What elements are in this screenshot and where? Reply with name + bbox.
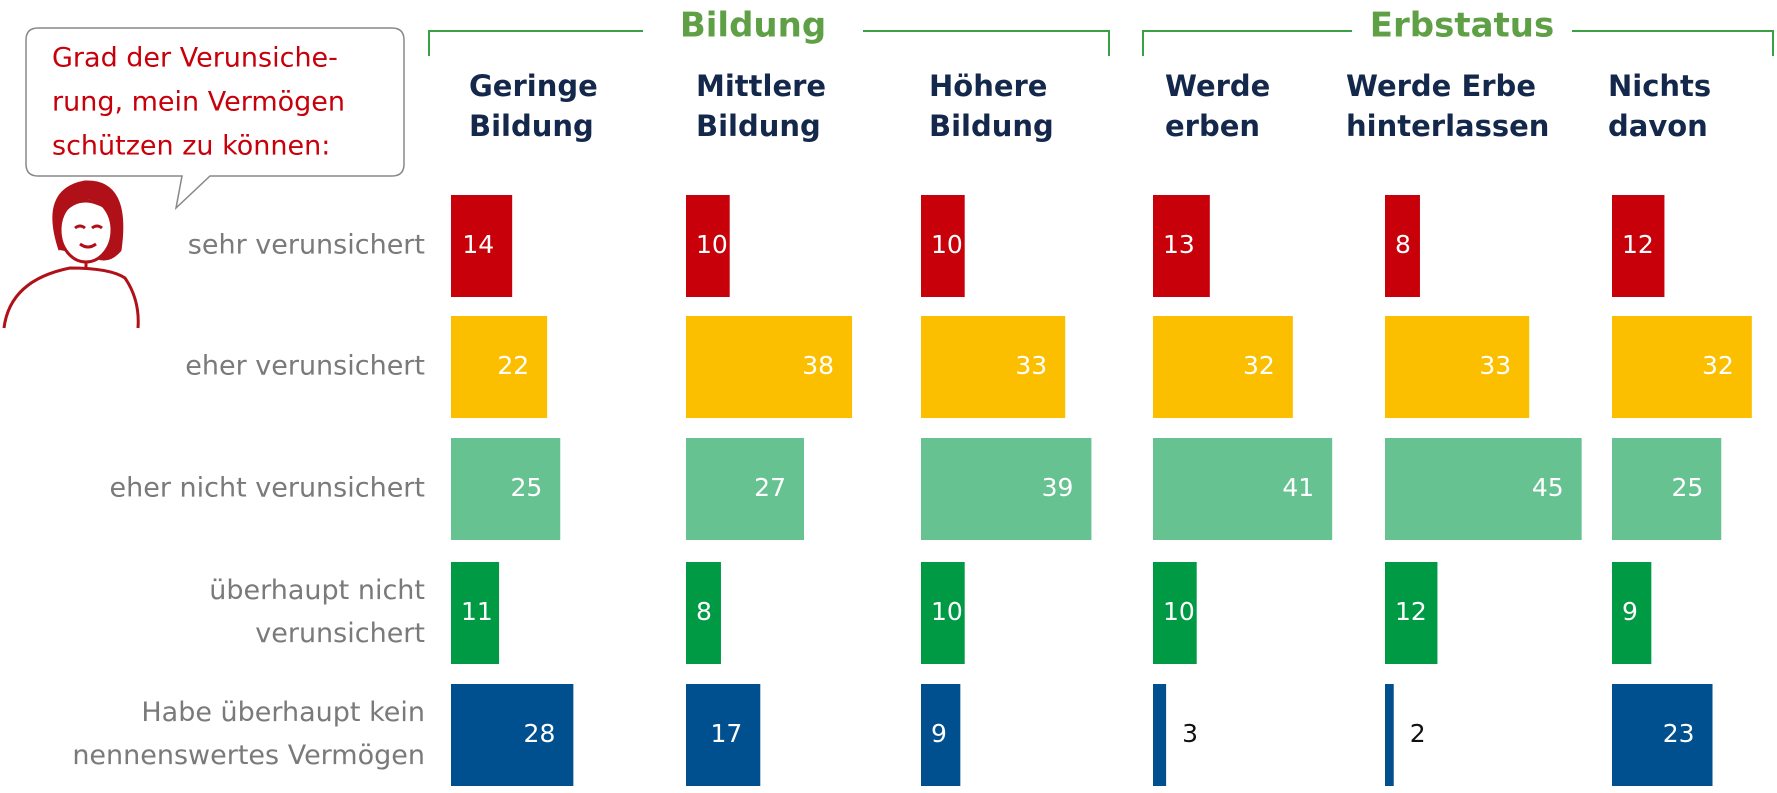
value-label: 3	[1182, 719, 1198, 748]
value-label: 10	[696, 230, 728, 259]
panel-title: Bildung	[469, 109, 594, 143]
panel-title: Geringe	[469, 69, 598, 103]
category-label: eher nicht verunsichert	[110, 473, 426, 504]
panel-title: Mittlere	[696, 69, 826, 103]
bar	[1385, 684, 1394, 786]
category-label: nennenswertes Vermögen	[72, 740, 425, 771]
callout-text: Grad der Verunsiche-	[52, 43, 338, 74]
chart: Grad der Verunsiche-rung, mein Vermögen s…	[0, 0, 1777, 793]
value-label: 32	[1243, 351, 1275, 380]
value-label: 8	[1395, 230, 1411, 259]
bar	[686, 438, 804, 540]
value-label: 28	[524, 719, 556, 748]
value-label: 12	[1395, 597, 1427, 626]
bar	[1612, 438, 1721, 540]
panel-title: Nichts	[1608, 69, 1711, 103]
value-label: 33	[1479, 351, 1511, 380]
value-label: 45	[1532, 473, 1564, 502]
value-label: 39	[1042, 473, 1074, 502]
value-label: 11	[461, 597, 493, 626]
callout-text: rung, mein Vermögen	[52, 87, 345, 118]
category-label: überhaupt nicht	[209, 575, 425, 606]
value-label: 25	[510, 473, 542, 502]
panel-title: Werde	[1165, 69, 1270, 103]
category-label: eher verunsichert	[185, 351, 425, 382]
group-title: Bildung	[680, 6, 826, 46]
bar	[1153, 684, 1166, 786]
value-label: 10	[931, 597, 963, 626]
value-label: 32	[1702, 351, 1734, 380]
value-label: 38	[802, 351, 834, 380]
category-label: Habe überhaupt kein	[141, 697, 425, 728]
group-title: Erbstatus	[1370, 6, 1554, 46]
value-label: 25	[1671, 473, 1703, 502]
panel-title: erben	[1165, 109, 1260, 143]
panel-title: Höhere	[929, 69, 1047, 103]
value-label: 2	[1410, 719, 1426, 748]
category-label: sehr verunsichert	[188, 230, 425, 261]
value-label: 10	[1163, 597, 1195, 626]
panel-title: hinterlassen	[1346, 109, 1549, 143]
panel-title: Bildung	[929, 109, 1054, 143]
category-label: verunsichert	[255, 618, 425, 649]
woman-icon	[4, 182, 138, 328]
value-label: 13	[1163, 230, 1195, 259]
panel-title: davon	[1608, 109, 1708, 143]
value-label: 10	[931, 230, 963, 259]
value-label: 23	[1663, 719, 1695, 748]
value-label: 22	[497, 351, 529, 380]
panel-title: Werde Erbe	[1346, 69, 1536, 103]
value-label: 12	[1622, 230, 1654, 259]
value-label: 8	[696, 597, 712, 626]
callout-text: schützen zu können:	[52, 131, 330, 162]
value-label: 41	[1282, 473, 1314, 502]
panel-title: Bildung	[696, 109, 821, 143]
value-label: 33	[1015, 351, 1047, 380]
value-label: 9	[931, 719, 947, 748]
value-label: 17	[710, 719, 742, 748]
value-label: 14	[462, 230, 494, 259]
value-label: 27	[754, 473, 786, 502]
bar	[451, 438, 560, 540]
value-label: 9	[1622, 597, 1638, 626]
